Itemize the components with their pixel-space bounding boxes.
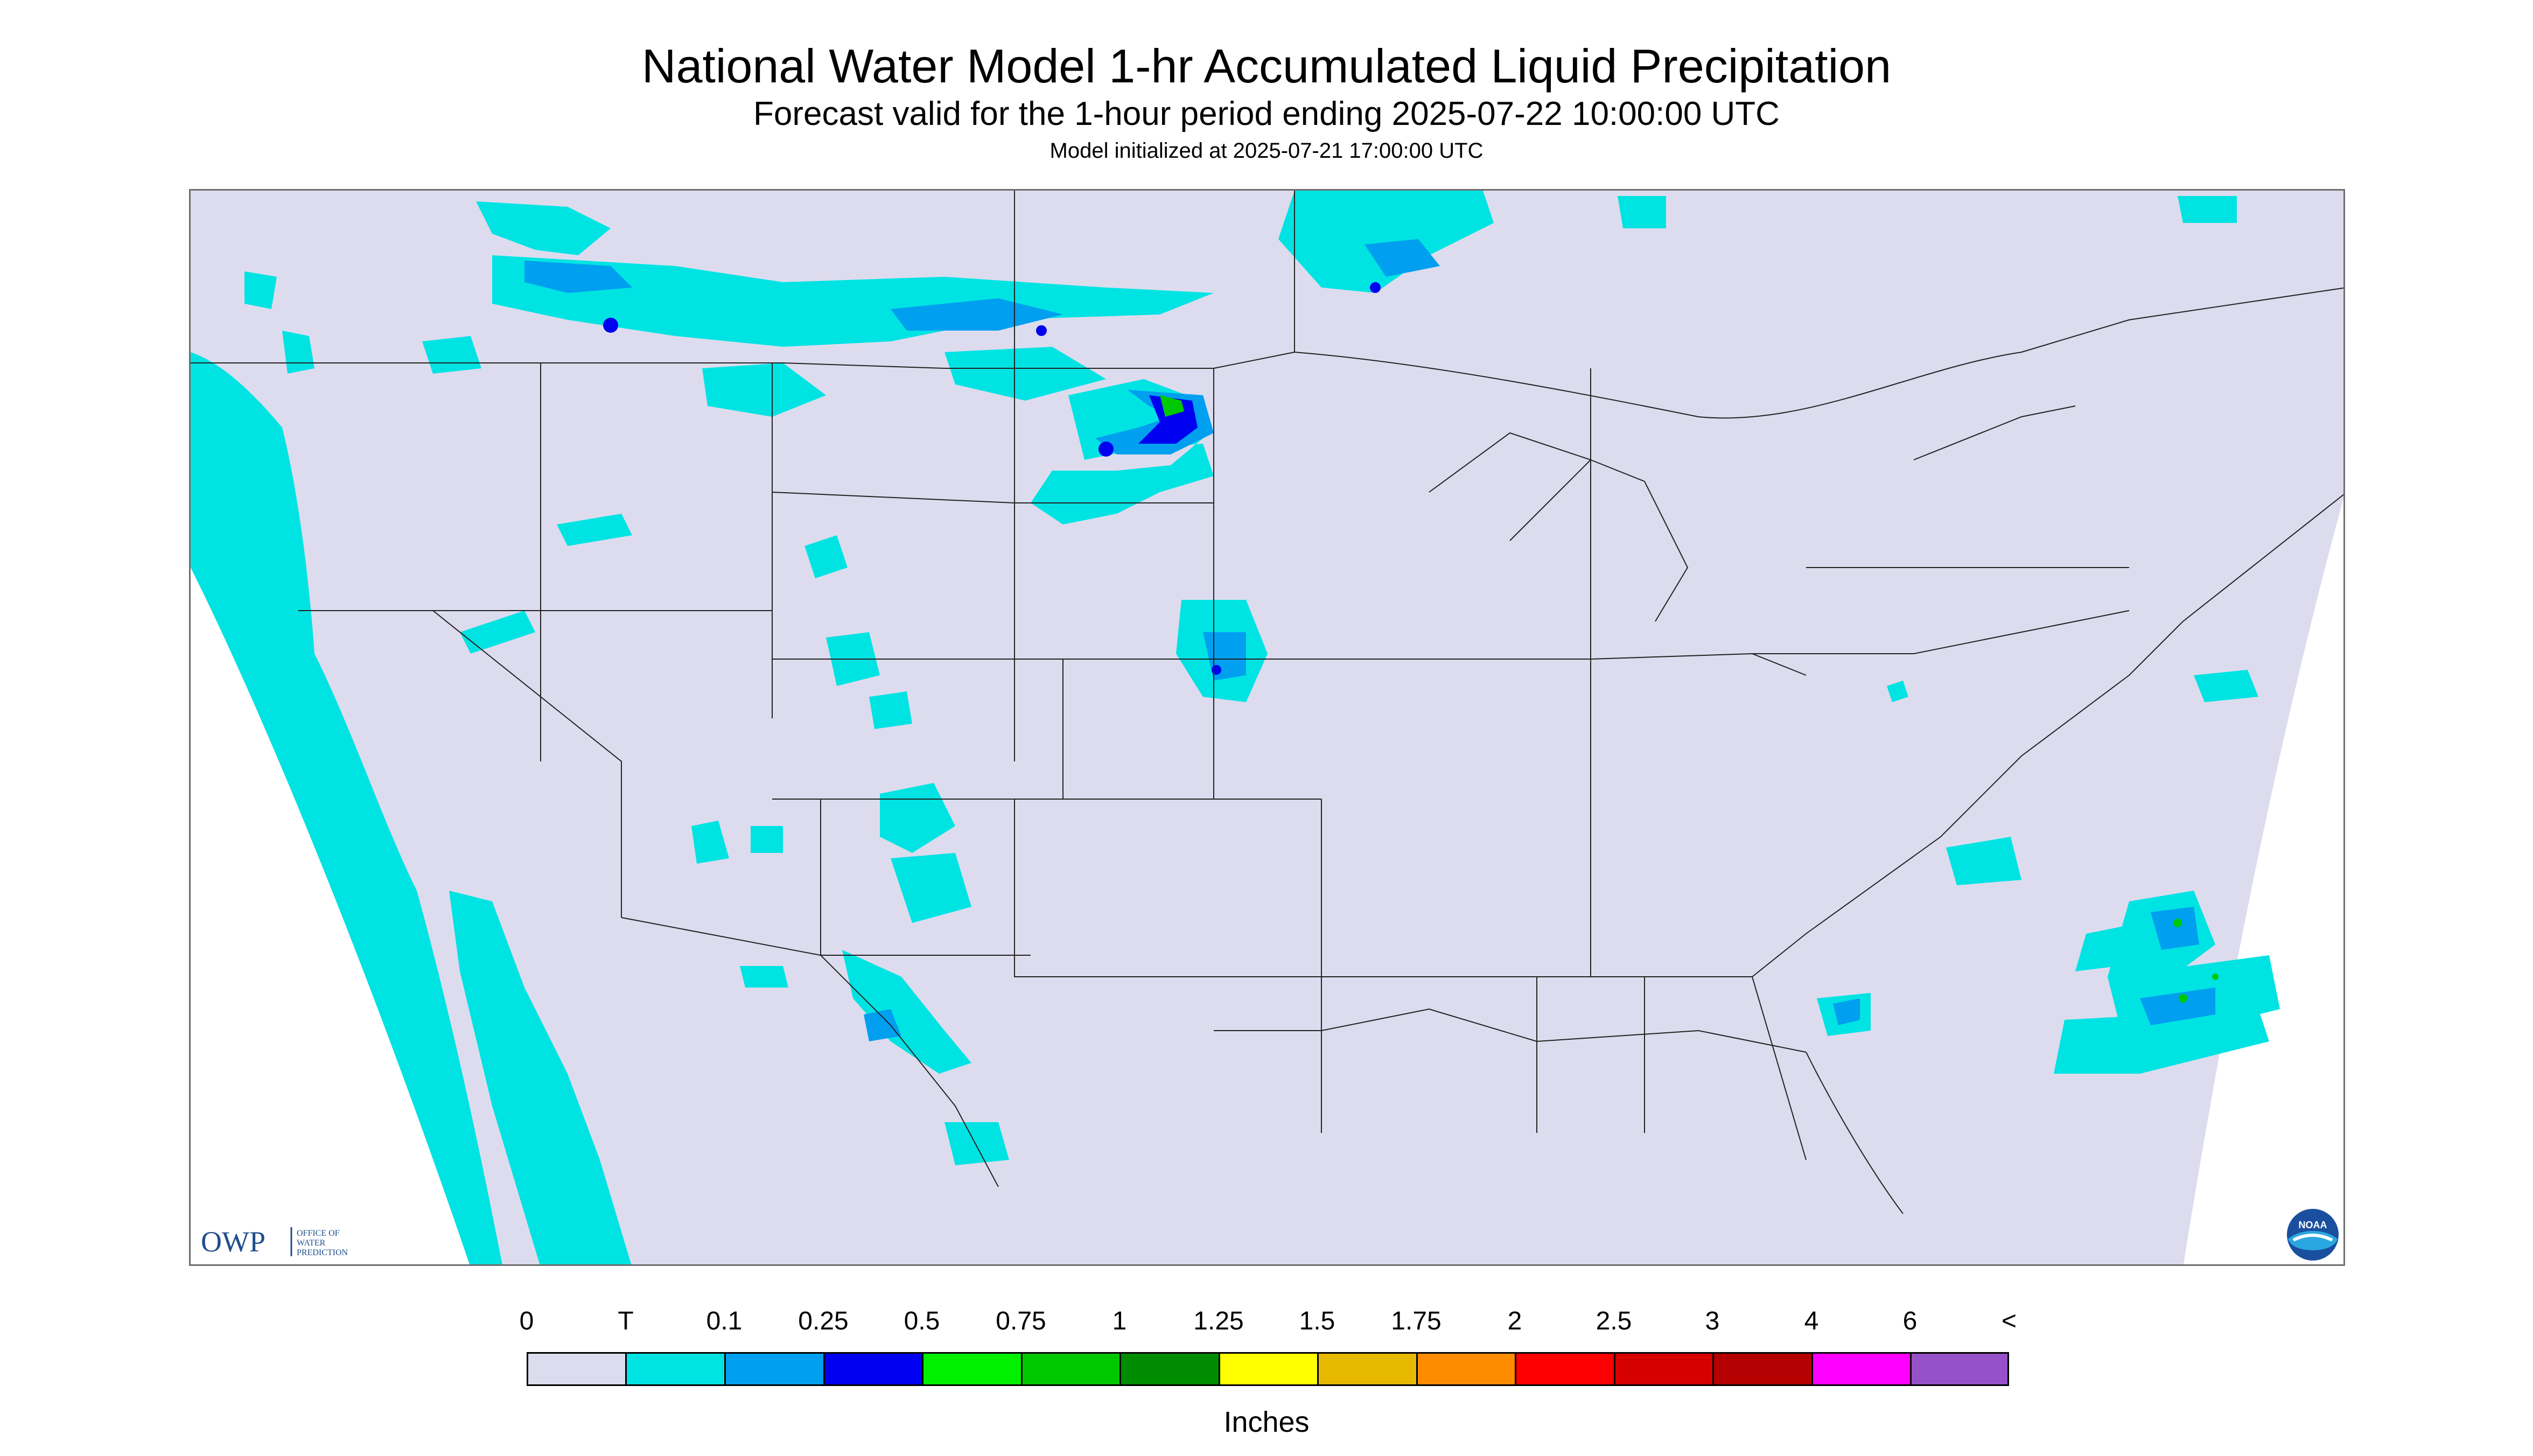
legend-label-0: 0 (519, 1307, 534, 1335)
precip-north-dakota-cluster (1031, 379, 1214, 524)
owp-logo-mark: OWP (201, 1226, 265, 1258)
legend-label-1-5: 1.5 (1299, 1307, 1335, 1335)
map-title: National Water Model 1-hr Accumulated Li… (641, 39, 1892, 93)
legend-label-3: 3 (1705, 1307, 1720, 1335)
legend-swatch-2 (1515, 1352, 1615, 1386)
precip-northern-light (524, 239, 1440, 331)
legend-swatch-1 (1119, 1352, 1220, 1386)
legend-swatch-0-1 (724, 1352, 825, 1386)
precip-northern-moderate (603, 282, 1381, 336)
precip-pacific-coast (191, 271, 632, 1264)
legend-swatch-6 (1910, 1352, 2009, 1386)
legend-label-trace: T (618, 1307, 634, 1335)
boundary-lines (191, 191, 2343, 1214)
legend-swatch-3 (1712, 1352, 1813, 1386)
legend-label-2-5: 2.5 (1596, 1307, 1632, 1335)
owp-logo-text-2: WATER (297, 1238, 326, 1248)
legend-color-bar (527, 1352, 2009, 1386)
legend-label-6: 6 (1902, 1307, 1918, 1335)
precip-southwest (460, 514, 1009, 1165)
legend-swatch-1-25 (1219, 1352, 1319, 1386)
legend-label-overflow: < (2001, 1307, 2017, 1335)
legend-swatch-2-5 (1614, 1352, 1714, 1386)
legend-swatch-0-75 (1021, 1352, 1121, 1386)
legend-swatch-0-5 (922, 1352, 1023, 1386)
legend-label-0-1: 0.1 (706, 1307, 743, 1335)
noaa-logo-text: NOAA (2299, 1220, 2327, 1230)
legend-label-1: 1 (1112, 1307, 1127, 1335)
owp-logo-text-3: PREDICTION (297, 1248, 348, 1257)
precip-northern-band (422, 191, 2237, 417)
legend-label-0-75: 0.75 (996, 1307, 1046, 1335)
noaa-logo: NOAA (2287, 1209, 2339, 1261)
legend-label-2: 2 (1507, 1307, 1522, 1335)
legend-swatch-trace (625, 1352, 726, 1386)
forecast-valid-subtitle: Forecast valid for the 1-hour period end… (753, 95, 1780, 132)
legend-swatch-4 (1811, 1352, 1912, 1386)
legend-label-1-25: 1.25 (1193, 1307, 1244, 1335)
model-init-note: Model initialized at 2025-07-21 17:00:00… (1049, 139, 1484, 163)
owp-logo-text-1: OFFICE OF (297, 1229, 340, 1238)
legend-swatch-0-25 (823, 1352, 923, 1386)
legend-swatch-1-5 (1317, 1352, 1418, 1386)
legend-label-1-75: 1.75 (1391, 1307, 1442, 1335)
legend-swatch-1-75 (1416, 1352, 1516, 1386)
precip-southwest-light (864, 1009, 901, 1041)
owp-logo: OWP OFFICE OF WATER PREDICTION (201, 1226, 348, 1258)
legend-units-label: Inches (1223, 1406, 1310, 1438)
legend-swatch-none (527, 1352, 627, 1386)
legend-label-0-25: 0.25 (798, 1307, 849, 1335)
model-domain (191, 191, 2343, 1264)
legend-label-0-5: 0.5 (904, 1307, 940, 1335)
legend-label-4: 4 (1804, 1307, 1819, 1335)
precipitation-map[interactable]: OWP OFFICE OF WATER PREDICTION NOAA (189, 189, 2345, 1266)
precip-atlantic-heavy (2173, 919, 2219, 1003)
map-canvas (191, 191, 2343, 1264)
precip-atlantic-light (1833, 907, 2215, 1025)
